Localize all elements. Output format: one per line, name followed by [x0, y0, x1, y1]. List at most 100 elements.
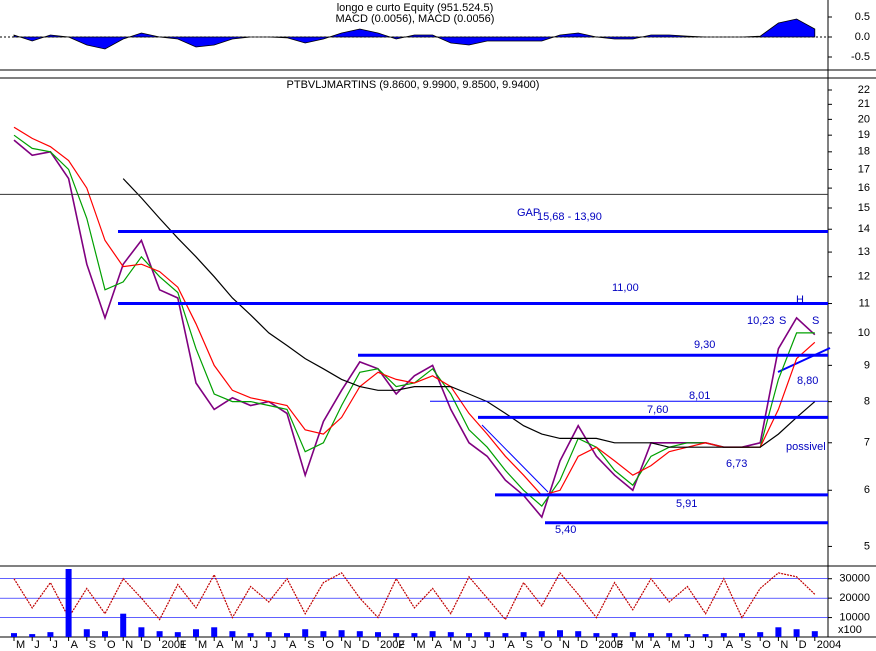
annotation: 6,73 [726, 458, 747, 470]
x-tick-label: A [289, 639, 297, 651]
y-tick-label: 18 [858, 146, 870, 158]
volume-bar [338, 630, 345, 637]
volume-bar [265, 632, 272, 637]
y-tick-label: 8 [864, 396, 870, 408]
annotation: S [812, 315, 819, 327]
x-tick-label: A [71, 639, 79, 651]
volume-bar [447, 632, 454, 637]
x-tick-label: D [580, 639, 588, 651]
annotation: GAP [517, 207, 540, 219]
y-tick-label: -0.5 [851, 51, 870, 63]
volume-bar [356, 631, 363, 637]
series-line [13, 139, 816, 519]
x-tick-label: J [471, 639, 477, 651]
x-tick-label: O [325, 639, 334, 651]
y-tick-label: 7 [864, 437, 870, 449]
x-tick-label: N [125, 639, 133, 651]
volume-bar [611, 633, 618, 637]
volume-bar [739, 633, 745, 637]
volume-bar [29, 634, 36, 637]
volume-bar [811, 631, 818, 637]
x-tick-label: S [89, 639, 96, 651]
x-tick-label: A [726, 639, 734, 651]
y-tick-label: 10 [858, 327, 870, 339]
x-tick-label: 2001 [162, 639, 186, 651]
x-tick-label: D [799, 639, 807, 651]
series-line [13, 571, 816, 621]
y-tick-label: 30000 [839, 573, 870, 585]
annotation: 8,80 [797, 375, 818, 387]
x-tick-label: M [234, 639, 243, 651]
x-tick-label: J [489, 639, 495, 651]
x-tick-label: F [617, 639, 624, 651]
x-tick-label: N [780, 639, 788, 651]
x-tick-label: F [398, 639, 405, 651]
y-tick-label: 20 [858, 113, 870, 125]
x-tick-label: A [507, 639, 515, 651]
annotation: 8,01 [689, 390, 710, 402]
annotation: 15,68 - 13,90 [537, 211, 602, 223]
x-tick-label: J [689, 639, 695, 651]
volume-bar [538, 631, 545, 637]
x-tick-label: O [107, 639, 116, 651]
annotation: possivel [786, 441, 826, 453]
chart-title: PTBVLJMARTINS (9.8600, 9.9900, 9.8500, 9… [287, 79, 540, 91]
x-tick-label: M [198, 639, 207, 651]
volume-bar [411, 633, 418, 637]
volume-bar [229, 631, 236, 637]
x-tick-label: M [16, 639, 25, 651]
y-tick-label: 22 [858, 84, 870, 96]
x-tick-label: 2004 [817, 639, 841, 651]
x-tick-label: O [544, 639, 553, 651]
volume-bar [11, 633, 17, 637]
volume-bar [174, 632, 181, 637]
y-tick-label: 20000 [839, 592, 870, 604]
volume-bar [429, 631, 436, 637]
volume-bar [211, 627, 218, 637]
volume-bar [684, 634, 691, 637]
volume-bar [557, 630, 563, 637]
x-tick-label: A [653, 639, 661, 651]
volume-bar [757, 632, 764, 637]
annotation: 9,30 [694, 339, 715, 351]
annotation: 5,91 [676, 498, 697, 510]
x-tick-label: J [34, 639, 40, 651]
x-tick-label: 2002 [380, 639, 404, 651]
y-tick-label: 14 [858, 223, 870, 235]
x-tick-label: M [453, 639, 462, 651]
annotation: 11,00 [612, 282, 639, 294]
x-tick-label: J [253, 639, 259, 651]
x-tick-label: M [416, 639, 425, 651]
x-tick-label: N [562, 639, 570, 651]
volume-bar [666, 633, 673, 637]
volume-bar [466, 633, 472, 637]
volume-bar [702, 634, 709, 637]
volume-bar [83, 629, 90, 637]
y-tick-label: 6 [864, 484, 870, 496]
trend-line [777, 347, 831, 373]
volume-bar [247, 633, 254, 637]
x-tick-label: O [762, 639, 771, 651]
x-tick-label: F [180, 639, 187, 651]
volume-bar [138, 627, 145, 637]
x-tick-label: S [307, 639, 314, 651]
volume-bar [120, 613, 127, 637]
volume-bar [502, 633, 509, 637]
volume-bar [520, 632, 527, 637]
volume-bar [375, 632, 381, 637]
volume-bar [648, 633, 654, 637]
unit-label: x100 [838, 624, 862, 636]
trend-line [481, 424, 549, 493]
x-tick-label: S [744, 639, 751, 651]
volume-bar [156, 631, 163, 637]
y-tick-label: 16 [858, 182, 870, 194]
x-tick-label: S [526, 639, 533, 651]
volume-bar [393, 633, 400, 637]
volume-bar [320, 631, 327, 637]
chart-title: longo e curto Equity (951.524.5) [337, 2, 494, 14]
y-tick-label: 19 [858, 129, 870, 141]
y-tick-label: 9 [864, 359, 870, 371]
volume-bar [720, 633, 727, 637]
